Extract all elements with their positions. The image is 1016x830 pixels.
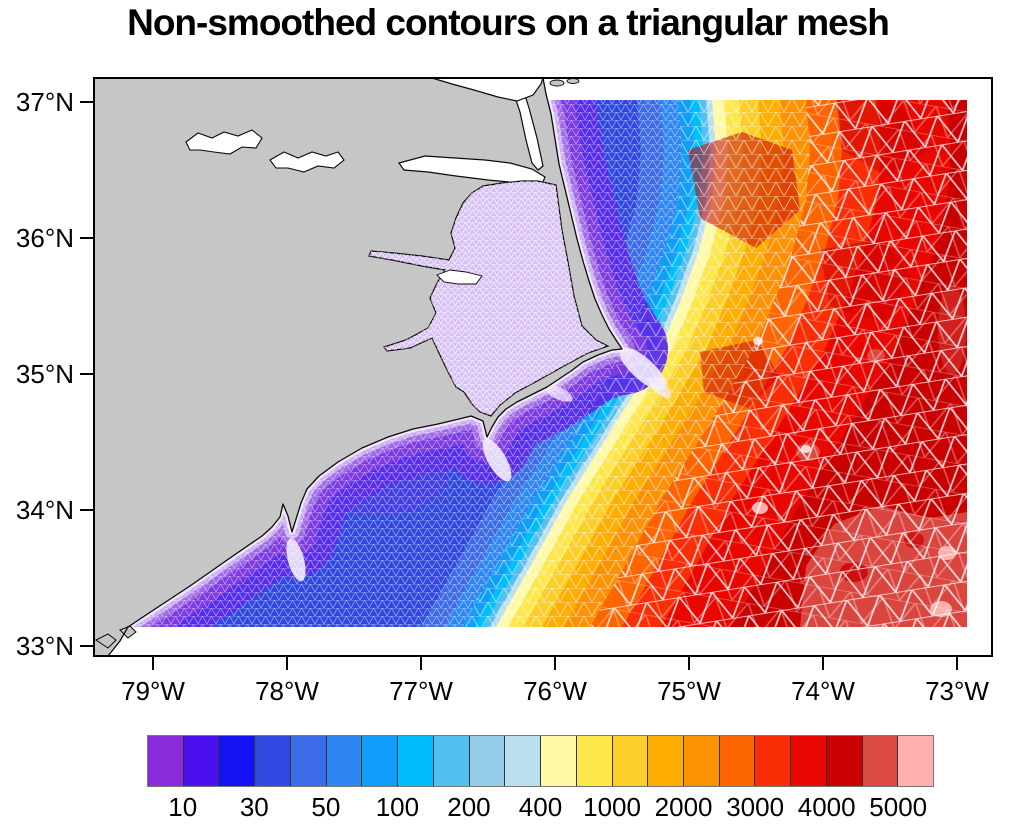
y-tick-label: 33°N xyxy=(16,631,74,661)
x-tick-label: 78°W xyxy=(255,676,319,706)
colorbar-segment xyxy=(897,736,934,786)
lake xyxy=(185,129,263,155)
colorbar-tick-label: 10 xyxy=(168,792,198,822)
lake-mattamuskeet xyxy=(436,269,483,285)
colorbar-segment xyxy=(825,736,862,786)
colorbar-segment xyxy=(289,736,326,786)
colorbar-tick-label: 2000 xyxy=(654,792,713,822)
colorbar-tick-label: 200 xyxy=(447,792,491,822)
coastal-islet xyxy=(95,633,117,649)
colorbar-segment xyxy=(683,736,719,786)
colorbar-segment xyxy=(754,736,791,786)
colorbar-segment xyxy=(575,736,612,786)
y-axis xyxy=(80,101,94,647)
lake xyxy=(269,151,345,173)
colorbar-segment xyxy=(611,736,648,786)
colorbar-tick-label: 30 xyxy=(239,792,269,822)
x-tick-label: 73°W xyxy=(925,676,989,706)
x-tick-label: 74°W xyxy=(791,676,855,706)
y-tick-label: 36°N xyxy=(16,223,74,253)
colorbar-segment xyxy=(468,736,505,786)
chesapeake-islet xyxy=(549,79,565,87)
colorbar-segment xyxy=(397,736,433,786)
colorbar-segment xyxy=(182,736,219,786)
colorbar-segment xyxy=(718,736,755,786)
colorbar-tick-label: 4000 xyxy=(797,792,856,822)
x-axis-labels: 79°W 78°W 77°W 76°W 75°W 74°W 73°W xyxy=(121,676,989,706)
pamlico-sound-mesh xyxy=(369,181,608,416)
colorbar-segment xyxy=(790,736,826,786)
y-tick-label: 34°N xyxy=(16,495,74,525)
x-tick-label: 77°W xyxy=(389,676,453,706)
x-tick-label: 79°W xyxy=(121,676,185,706)
x-tick-label: 76°W xyxy=(523,676,587,706)
colorbar-tick-label: 400 xyxy=(518,792,563,822)
colorbar-segment xyxy=(254,736,290,786)
colorbar-tick-label: 3000 xyxy=(726,792,785,822)
colorbar-segment xyxy=(432,736,469,786)
chesapeake-islet xyxy=(566,78,580,84)
y-tick-label: 35°N xyxy=(16,359,74,389)
colorbar-tick-label: 1000 xyxy=(583,792,641,822)
colorbar xyxy=(147,735,934,787)
mesh-medium xyxy=(462,100,810,627)
plot-title: Non-smoothed contours on a triangular me… xyxy=(127,2,890,43)
colorbar-segment xyxy=(647,736,684,786)
x-tick-label: 75°W xyxy=(657,676,721,706)
colorbar-segment xyxy=(504,736,541,786)
coastal-islet xyxy=(119,625,137,639)
colorbar-tick-label: 100 xyxy=(375,792,420,822)
colorbar-segment xyxy=(861,736,898,786)
ocean-mesh-region xyxy=(128,100,967,627)
chesapeake-entrance xyxy=(431,77,544,102)
plot-frame xyxy=(93,77,993,657)
y-axis-labels: 37°N 36°N 35°N 34°N 33°N xyxy=(16,87,74,661)
mesh-coarse-cross xyxy=(590,100,967,627)
colorbar-segment xyxy=(148,736,183,786)
colorbar-segment xyxy=(361,736,398,786)
colorbar-segment xyxy=(540,736,576,786)
y-tick-label: 37°N xyxy=(16,87,74,117)
colorbar-labels: 10 30 50 100 200 400 1000 2000 3000 4000 5000 xyxy=(147,792,934,824)
colorbar-tick-label: 50 xyxy=(311,792,341,822)
colorbar-tick-label: 5000 xyxy=(869,792,928,822)
colorbar-segment xyxy=(218,736,255,786)
colorbar-segment xyxy=(325,736,362,786)
x-axis xyxy=(152,656,958,670)
